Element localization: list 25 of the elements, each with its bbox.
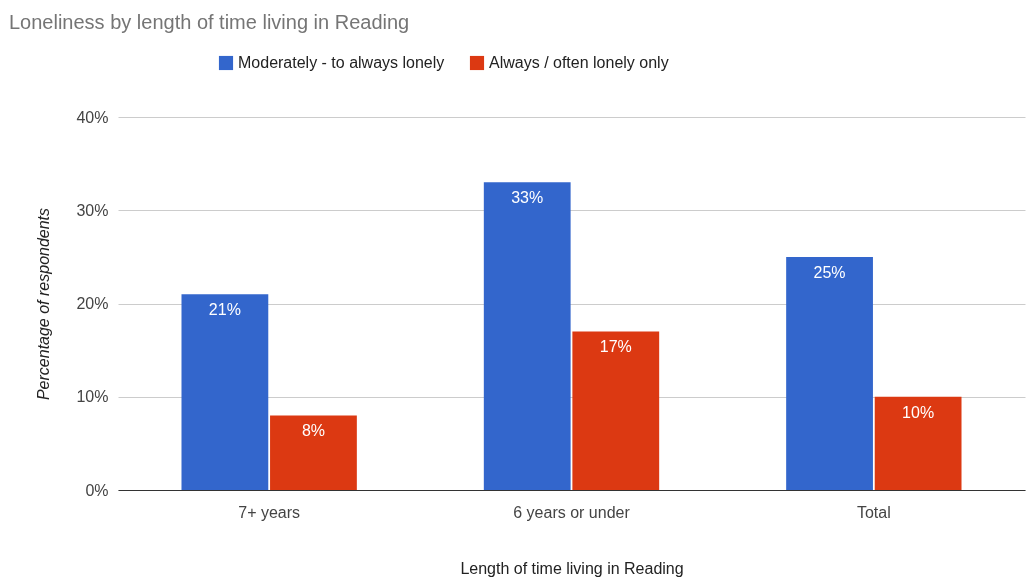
x-tick-label: Total: [856, 503, 891, 521]
data-label: 25%: [813, 263, 846, 281]
chart-title: Loneliness by length of time living in Reading: [8, 11, 410, 33]
x-axis-title: Length of time living in Reading: [460, 559, 684, 577]
bar: [270, 415, 357, 490]
bar: [181, 294, 269, 490]
bar: [483, 182, 571, 490]
y-tick-label: 20%: [76, 295, 109, 312]
y-tick-label: 40%: [76, 108, 109, 126]
y-tick-label: 0%: [85, 481, 109, 499]
data-label: 33%: [511, 189, 544, 207]
data-label: 10%: [902, 403, 935, 421]
y-axis-title: Percentage of respondents: [35, 207, 53, 401]
legend-label: Moderately - to always lonely: [238, 54, 445, 71]
x-tick-label: 6 years or under: [513, 503, 631, 521]
bar: [786, 256, 873, 490]
x-tick-label: 7+ years: [238, 503, 301, 521]
y-tick-label: 30%: [76, 201, 109, 219]
data-label: 17%: [599, 338, 632, 356]
legend-label: Always / often lonely only: [489, 54, 669, 71]
data-label: 8%: [301, 422, 326, 440]
bar: [874, 396, 962, 490]
y-tick-label: 10%: [76, 388, 109, 406]
bar: [572, 331, 660, 490]
data-label: 21%: [208, 301, 241, 319]
